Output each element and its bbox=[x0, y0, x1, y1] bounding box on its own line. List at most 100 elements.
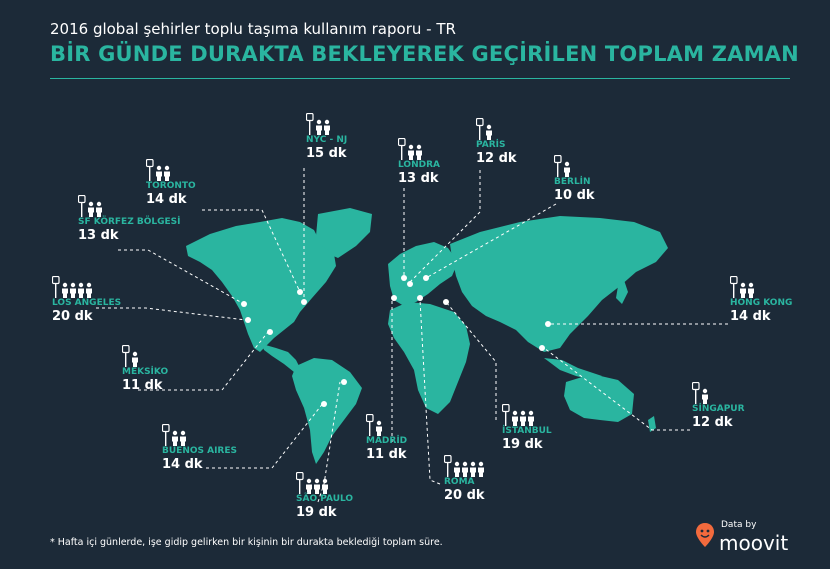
city-label-hongkong: HONG KONG 14 dk bbox=[730, 276, 792, 323]
leader-line-paris bbox=[409, 170, 481, 283]
wait-time: 12 dk bbox=[692, 415, 733, 430]
landmass-japan bbox=[616, 280, 628, 304]
city-name: BUENOS AIRES bbox=[162, 446, 237, 456]
landmass-central-america bbox=[262, 344, 300, 372]
person-icon bbox=[78, 282, 84, 298]
person-icon bbox=[164, 165, 170, 181]
city-name: BERLİN bbox=[554, 177, 591, 187]
person-icon bbox=[180, 430, 186, 446]
bus-stop-sign bbox=[122, 345, 130, 354]
wait-time: 20 dk bbox=[444, 488, 485, 503]
waiting-people-icon bbox=[306, 113, 347, 135]
page-title: BİR GÜNDE DURAKTA BEKLEYEREK GEÇİRİLEN T… bbox=[50, 42, 799, 66]
person-icon bbox=[132, 351, 138, 367]
wait-time: 12 dk bbox=[476, 151, 517, 166]
wait-time: 13 dk bbox=[78, 228, 119, 243]
bus-stop-sign bbox=[78, 195, 86, 204]
bus-stop-people-icon bbox=[146, 159, 170, 181]
city-label-londra: LONDRA 13 dk bbox=[398, 138, 440, 185]
moovit-pin-icon bbox=[696, 523, 714, 547]
city-dot-buenos bbox=[321, 401, 327, 407]
bus-stop-people-icon bbox=[398, 138, 422, 160]
bus-stop-pole bbox=[695, 389, 697, 404]
city-name: LOS ANGELES bbox=[52, 298, 122, 308]
city-name: SİNGAPUR bbox=[692, 404, 745, 414]
leader-line-sf bbox=[118, 249, 245, 305]
person-icon bbox=[478, 461, 484, 477]
city-dot-roma bbox=[417, 295, 423, 301]
city-name: TORONTO bbox=[146, 181, 196, 191]
city-dot-singapur bbox=[539, 345, 545, 351]
person-icon bbox=[512, 410, 518, 426]
bus-stop-pole bbox=[149, 166, 151, 181]
waiting-people-icon bbox=[366, 414, 407, 436]
leader-line-berlin bbox=[425, 203, 557, 279]
bus-stop-people-icon bbox=[306, 113, 330, 135]
city-name: NYC - NJ bbox=[306, 135, 348, 145]
city-dots bbox=[241, 275, 551, 407]
waiting-people-icon bbox=[296, 472, 353, 494]
leader-line-la bbox=[96, 307, 247, 321]
person-icon bbox=[322, 478, 328, 494]
waiting-people-icon bbox=[122, 345, 168, 367]
person-icon bbox=[702, 388, 708, 404]
leader-line-singapur bbox=[543, 347, 690, 431]
person-icon bbox=[564, 161, 570, 177]
person-icon bbox=[316, 119, 322, 135]
bus-stop-sign bbox=[730, 276, 738, 285]
city-name: MEKSİKO bbox=[122, 367, 169, 377]
city-name: PARİS bbox=[476, 140, 506, 150]
wait-time: 11 dk bbox=[366, 447, 407, 462]
city-label-la: LOS ANGELES 20 dk bbox=[52, 276, 121, 323]
city-dot-londra bbox=[401, 275, 407, 281]
city-label-meksiko: MEKSİKO 11 dk bbox=[122, 345, 168, 392]
landmass-north-america bbox=[186, 218, 336, 352]
person-icon bbox=[740, 282, 746, 298]
leader-line-meksiko bbox=[138, 331, 269, 391]
city-label-roma: ROMA 20 dk bbox=[444, 455, 486, 502]
leader-line-toronto bbox=[202, 209, 301, 293]
leader-line-buenos bbox=[206, 401, 325, 469]
bus-stop-people-icon bbox=[476, 118, 492, 140]
bus-stop-people-icon bbox=[78, 195, 102, 217]
leader-line-saopaulo bbox=[317, 381, 341, 503]
city-label-nyc: NYC - NJ 15 dk bbox=[306, 113, 347, 160]
wait-time: 14 dk bbox=[146, 192, 187, 207]
city-dot-nyc bbox=[301, 299, 307, 305]
bus-stop-sign bbox=[366, 414, 374, 423]
leader-line-istanbul bbox=[445, 301, 497, 420]
landmass-australia bbox=[564, 374, 634, 422]
wait-time: 19 dk bbox=[296, 505, 337, 520]
bus-stop-sign bbox=[444, 455, 452, 464]
city-label-madrid: MADRİD 11 dk bbox=[366, 414, 407, 461]
person-icon bbox=[62, 282, 68, 298]
bus-stop-pole bbox=[165, 431, 167, 446]
person-icon bbox=[520, 410, 526, 426]
bus-stop-people-icon bbox=[502, 404, 534, 426]
bus-stop-people-icon bbox=[52, 276, 92, 298]
footnote: * Hafta içi günlerde, işe gidip gelirken… bbox=[50, 537, 443, 548]
bus-stop-people-icon bbox=[730, 276, 754, 298]
city-dot-berlin bbox=[423, 275, 429, 281]
person-icon bbox=[314, 478, 320, 494]
bus-stop-pole bbox=[401, 145, 403, 160]
city-dot-meksiko bbox=[267, 329, 273, 335]
bus-stop-sign bbox=[296, 472, 304, 481]
person-icon bbox=[748, 282, 754, 298]
city-dot-saopaulo bbox=[341, 379, 347, 385]
landmass-greenland bbox=[316, 208, 372, 258]
continents bbox=[186, 208, 668, 464]
wait-time: 19 dk bbox=[502, 437, 543, 452]
person-icon bbox=[88, 201, 94, 217]
waiting-people-icon bbox=[162, 424, 237, 446]
bus-stop-pole bbox=[125, 352, 127, 367]
landmass-europe bbox=[388, 242, 458, 306]
bus-stop-pole bbox=[557, 162, 559, 177]
city-dot-la bbox=[245, 317, 251, 323]
bus-stop-pole bbox=[81, 202, 83, 217]
waiting-people-icon bbox=[502, 404, 552, 426]
person-icon bbox=[408, 144, 414, 160]
wait-time: 11 dk bbox=[122, 378, 163, 393]
city-name: SF KÖRFEZ BÖLGESİ bbox=[78, 217, 181, 227]
bus-stop-people-icon bbox=[366, 414, 382, 436]
